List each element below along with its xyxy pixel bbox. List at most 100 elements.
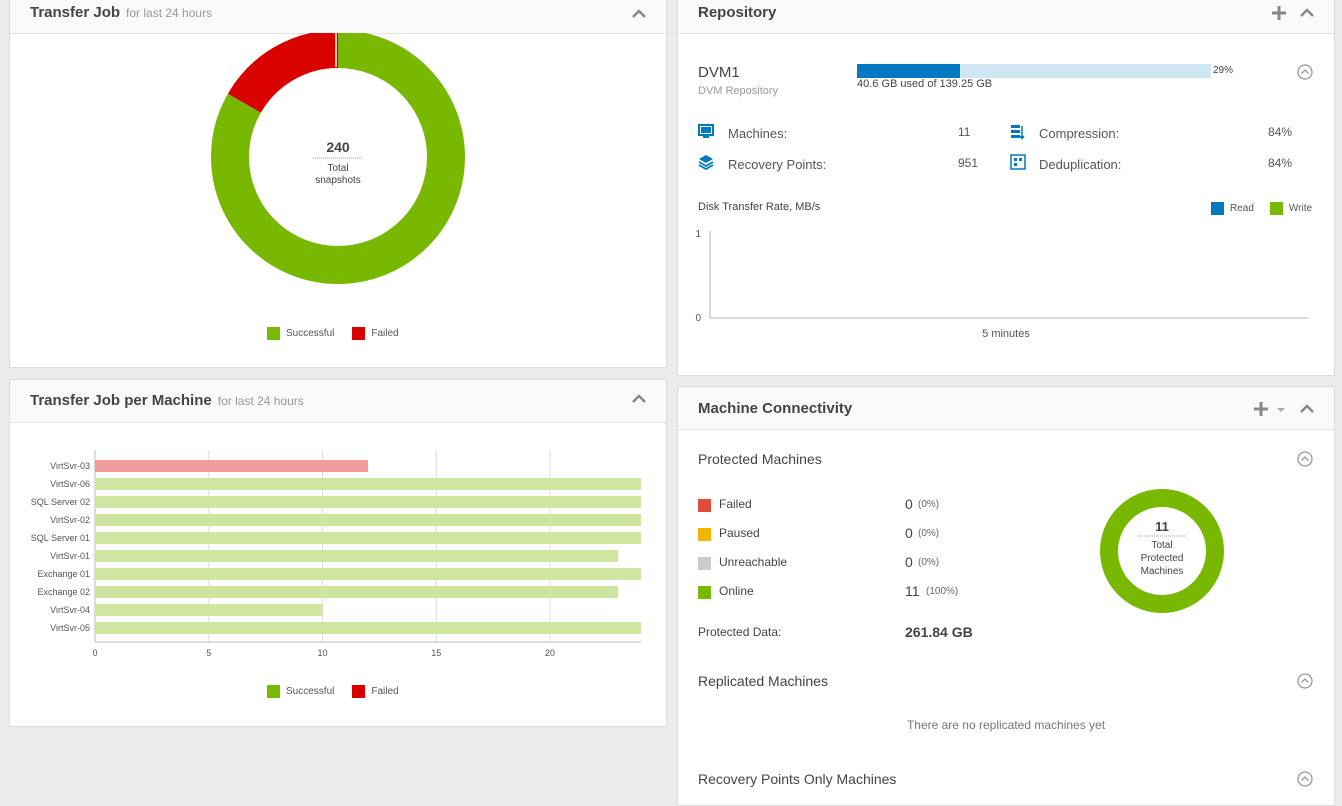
repository-name[interactable]: DVM1 bbox=[698, 64, 740, 81]
collapse-circle-icon[interactable] bbox=[1296, 672, 1314, 690]
machine-connectivity-header: Machine Connectivity bbox=[678, 387, 1334, 430]
replicated-empty-message: There are no replicated machines yet bbox=[906, 718, 1106, 732]
legend-label-failed: Failed bbox=[371, 328, 399, 339]
transfer-job-total: 240 bbox=[326, 139, 350, 155]
legend-label-read: Read bbox=[1230, 203, 1254, 214]
x-tick-label: 5 bbox=[206, 648, 211, 658]
status-percent-paused: (0%) bbox=[918, 528, 940, 539]
legend-swatch-failed bbox=[352, 327, 366, 340]
protected-total-label-1: Total bbox=[1151, 540, 1172, 551]
status-label-paused: Paused bbox=[719, 526, 760, 540]
transfer-job-total-label-2: snapshots bbox=[315, 175, 361, 186]
legend-swatch-write bbox=[1269, 202, 1283, 215]
collapse-circle-icon[interactable] bbox=[1296, 63, 1314, 81]
machine-connectivity-panel: Machine Connectivity Protected Machines … bbox=[677, 386, 1335, 806]
collapse-chevron-up-icon[interactable] bbox=[630, 5, 648, 23]
dropdown-caret-icon[interactable] bbox=[1276, 400, 1286, 418]
repository-header: Repository bbox=[678, 0, 1334, 34]
transfer-job-legend: Successful Failed bbox=[267, 327, 399, 340]
legend-label-successful: Successful bbox=[286, 328, 335, 339]
status-label-online: Online bbox=[719, 584, 754, 598]
bar-category-label: Exchange 02 bbox=[37, 587, 90, 597]
status-swatch-online bbox=[698, 586, 711, 599]
repository-usage-fill bbox=[857, 64, 960, 78]
replicated-machines-title[interactable]: Replicated Machines bbox=[698, 673, 828, 689]
recovery-points-value: 951 bbox=[958, 156, 979, 170]
bar-virtsvr-04 bbox=[95, 604, 323, 616]
bar-virtsvr-06 bbox=[95, 478, 641, 490]
repository-title: Repository bbox=[698, 4, 777, 21]
legend-swatch-read bbox=[1211, 202, 1224, 215]
transfer-job-title: Transfer Job for last 24 hours bbox=[30, 4, 213, 21]
bar-exchange-01 bbox=[95, 568, 641, 580]
y-tick-top: 1 bbox=[695, 229, 701, 240]
protected-total-label-3: Machines bbox=[1141, 566, 1184, 577]
transfer-per-machine-title: Transfer Job per Machine for last 24 hour… bbox=[30, 392, 304, 409]
status-label-unreachable: Unreachable bbox=[719, 555, 788, 569]
collapse-circle-icon[interactable] bbox=[1296, 770, 1314, 788]
y-tick-bottom: 0 bbox=[695, 313, 701, 324]
collapse-circle-icon[interactable] bbox=[1296, 450, 1314, 468]
bar-exchange-02 bbox=[95, 586, 619, 598]
bar-virtsvr-02 bbox=[95, 514, 641, 526]
x-tick-label: 10 bbox=[317, 648, 327, 658]
transfer-per-machine-subtitle: for last 24 hours bbox=[217, 394, 304, 408]
bar-category-label: VirtSvr-01 bbox=[50, 551, 90, 561]
bar-sql-server-01 bbox=[95, 532, 641, 544]
protected-total-label-2: Protected bbox=[1141, 553, 1184, 564]
transfer-per-machine-panel: Transfer Job per Machine for last 24 hour… bbox=[9, 379, 667, 727]
status-swatch-paused bbox=[698, 528, 711, 541]
transfer-job-donut-chart: 240 Total snapshots bbox=[211, 33, 465, 284]
recovery-points-label: Recovery Points: bbox=[728, 157, 827, 172]
status-percent-failed: (0%) bbox=[918, 499, 940, 510]
disk-transfer-rate-label: Disk Transfer Rate, MB/s bbox=[698, 201, 821, 213]
bar-category-label: VirtSvr-04 bbox=[50, 605, 90, 615]
transfer-job-subtitle: for last 24 hours bbox=[126, 6, 213, 20]
x-tick-label: 0 bbox=[92, 648, 97, 658]
machines-monitor-icon bbox=[698, 124, 714, 138]
repository-usage-percent: 29% bbox=[1213, 65, 1234, 76]
bar-category-label: VirtSvr-06 bbox=[50, 479, 90, 489]
x-tick-label: 20 bbox=[545, 648, 555, 658]
status-count-failed: 0 bbox=[905, 496, 913, 512]
machines-value: 11 bbox=[958, 125, 971, 139]
transfer-per-machine-legend: Successful Failed bbox=[267, 685, 399, 698]
protected-data-label: Protected Data: bbox=[698, 625, 782, 639]
status-label-failed: Failed bbox=[719, 497, 752, 511]
protected-data-value: 261.84 GB bbox=[905, 624, 973, 640]
legend-label-write: Write bbox=[1288, 203, 1313, 214]
repository-type: DVM Repository bbox=[698, 85, 779, 97]
transfer-per-machine-header: Transfer Job per Machine for last 24 hour… bbox=[10, 380, 666, 423]
bar-category-label: SQL Server 02 bbox=[31, 497, 90, 507]
bar-category-label: VirtSvr-05 bbox=[50, 623, 90, 633]
legend-label-successful: Successful bbox=[286, 686, 335, 697]
transfer-job-total-label-1: Total bbox=[327, 163, 348, 174]
collapse-chevron-up-icon[interactable] bbox=[1298, 4, 1316, 22]
transfer-job-header: Transfer Job for last 24 hours bbox=[10, 0, 666, 34]
compression-value: 84% bbox=[1268, 125, 1293, 139]
collapse-chevron-up-icon[interactable] bbox=[1298, 400, 1316, 418]
repository-panel: Repository DVM1 DVM Repository 29% 40.6 … bbox=[677, 0, 1335, 376]
disk-transfer-rate-chart: 1 0 5 minutes bbox=[695, 229, 1308, 340]
protected-machines-donut: 11 Total Protected Machines bbox=[1100, 489, 1224, 613]
add-plus-icon[interactable] bbox=[1252, 400, 1270, 418]
x-tick-label: 15 bbox=[431, 648, 441, 658]
add-plus-icon[interactable] bbox=[1270, 4, 1288, 22]
deduplication-label: Deduplication: bbox=[1039, 157, 1122, 172]
bar-virtsvr-01 bbox=[95, 550, 619, 562]
x-axis-label: 5 minutes bbox=[982, 328, 1030, 340]
legend-swatch-successful bbox=[267, 327, 280, 340]
donut-segment-failed bbox=[211, 33, 465, 284]
recovery-points-only-title[interactable]: Recovery Points Only Machines bbox=[698, 771, 897, 787]
protected-total: 11 bbox=[1155, 519, 1169, 534]
deduplication-value: 84% bbox=[1268, 156, 1293, 170]
collapse-chevron-up-icon[interactable] bbox=[630, 390, 648, 408]
transfer-job-panel: Transfer Job for last 24 hours 240 Total … bbox=[9, 0, 667, 368]
legend-label-failed: Failed bbox=[371, 686, 399, 697]
bar-virtsvr-03 bbox=[95, 460, 368, 472]
compression-label: Compression: bbox=[1039, 126, 1120, 141]
disk-rate-legend: Read Write bbox=[1211, 202, 1312, 215]
machines-label: Machines: bbox=[728, 126, 788, 141]
protected-machines-title[interactable]: Protected Machines bbox=[698, 451, 822, 467]
bar-sql-server-02 bbox=[95, 496, 641, 508]
